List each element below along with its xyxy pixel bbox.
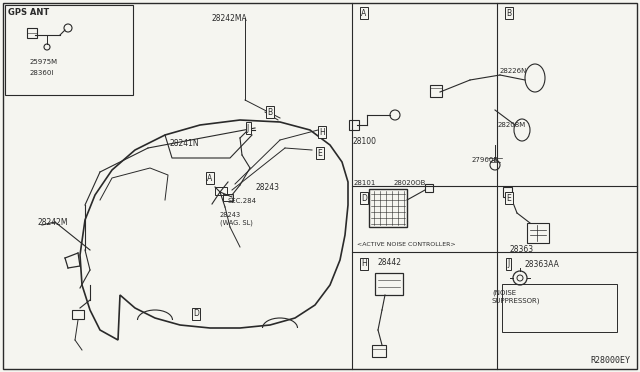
- Text: 28243: 28243: [255, 183, 279, 192]
- Bar: [27, 28, 37, 38]
- Bar: [215, 187, 227, 195]
- Text: B: B: [506, 9, 511, 17]
- Bar: [430, 85, 442, 97]
- Text: 28101: 28101: [354, 180, 376, 186]
- Text: D: D: [361, 193, 367, 202]
- Text: 28242M: 28242M: [37, 218, 67, 227]
- Bar: [502, 284, 617, 332]
- Bar: [72, 310, 84, 319]
- Text: 28243
(WAG. SL): 28243 (WAG. SL): [220, 212, 253, 226]
- Bar: [375, 273, 403, 295]
- Bar: [372, 345, 386, 357]
- Text: 28241N: 28241N: [170, 139, 200, 148]
- Bar: [369, 189, 407, 227]
- Text: J: J: [247, 124, 249, 132]
- Text: (NOISE
SUPPRESSOR): (NOISE SUPPRESSOR): [492, 290, 541, 305]
- Bar: [425, 184, 433, 192]
- Bar: [527, 223, 549, 243]
- Bar: [223, 194, 233, 201]
- Text: J: J: [508, 260, 510, 269]
- Bar: [503, 187, 512, 197]
- Text: E: E: [507, 193, 511, 202]
- Text: <ACTIVE NOISE CONTROLLER>: <ACTIVE NOISE CONTROLLER>: [357, 242, 456, 247]
- Text: 28360I: 28360I: [30, 70, 54, 76]
- Text: 28208M: 28208M: [498, 122, 526, 128]
- Text: 28020OB: 28020OB: [394, 180, 426, 186]
- Text: 28226N: 28226N: [500, 68, 527, 74]
- Text: 28442: 28442: [378, 258, 402, 267]
- Text: 27960B: 27960B: [472, 157, 499, 163]
- Text: GPS ANT: GPS ANT: [8, 8, 49, 17]
- Text: R28000EY: R28000EY: [590, 356, 630, 365]
- Text: A: A: [207, 173, 212, 183]
- Text: 25975M: 25975M: [30, 59, 58, 65]
- Text: A: A: [362, 9, 367, 17]
- Text: H: H: [319, 128, 325, 137]
- Text: B: B: [268, 108, 273, 116]
- Bar: [349, 120, 359, 130]
- Text: 28363: 28363: [510, 245, 534, 254]
- Text: D: D: [193, 310, 199, 318]
- Text: SEC.284: SEC.284: [228, 198, 257, 204]
- Text: 28363AA: 28363AA: [525, 260, 560, 269]
- Text: 28242MA: 28242MA: [212, 14, 248, 23]
- Bar: [5, 5, 133, 95]
- Text: H: H: [361, 260, 367, 269]
- Text: E: E: [317, 148, 323, 157]
- Text: 28100: 28100: [353, 137, 377, 146]
